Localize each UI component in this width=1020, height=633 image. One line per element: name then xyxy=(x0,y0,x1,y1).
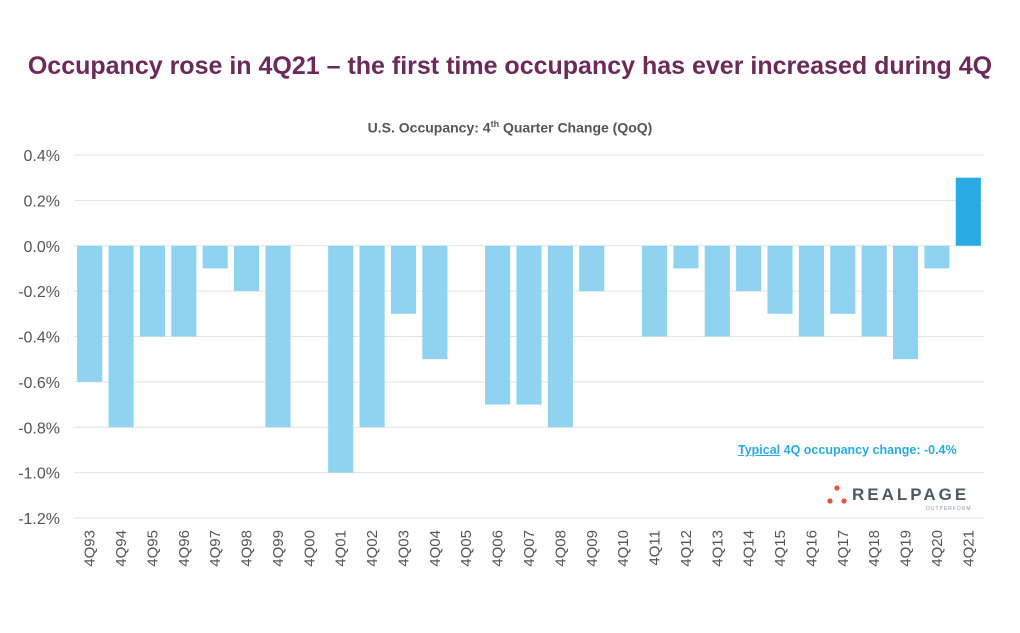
typical-change-text: 4Q occupancy change: -0.4% xyxy=(780,443,957,457)
bar-4q04 xyxy=(422,245,448,360)
x-tick-label: 4Q15 xyxy=(772,530,789,567)
bar-4q94 xyxy=(108,245,134,428)
x-tick-label: 4Q13 xyxy=(709,530,726,567)
realpage-dots-icon xyxy=(827,485,847,504)
x-tick-label: 4Q12 xyxy=(678,530,695,567)
bar-4q97 xyxy=(202,245,228,269)
bar-4q03 xyxy=(390,245,417,314)
x-tick-label: 4Q20 xyxy=(929,530,946,567)
x-tick-label: 4Q14 xyxy=(741,530,758,567)
y-tick-label: -1.0% xyxy=(18,466,60,483)
x-tick-label: 4Q95 xyxy=(144,530,161,567)
y-tick-label: 0.2% xyxy=(24,193,60,210)
bar-4q99 xyxy=(265,245,291,428)
bar-4q12 xyxy=(673,245,699,269)
x-tick-label: 4Q99 xyxy=(270,530,287,567)
x-tick-label: 4Q10 xyxy=(615,530,632,567)
x-tick-label: 4Q04 xyxy=(427,530,444,567)
chart-title-superscript: th xyxy=(490,119,500,129)
headline: Occupancy rose in 4Q21 – the first time … xyxy=(27,52,993,80)
x-tick-label: 4Q93 xyxy=(82,530,99,567)
bar-4q02 xyxy=(359,245,385,428)
x-tick-label: 4Q02 xyxy=(364,530,381,567)
bar-4q96 xyxy=(171,245,197,337)
bar-4q06 xyxy=(485,245,511,405)
logo-wordmark: REALPAGE xyxy=(852,485,970,504)
y-tick-label: -0.8% xyxy=(18,420,60,437)
typical-link[interactable]: Typical xyxy=(738,443,781,457)
bar-4q93 xyxy=(77,245,103,382)
bar-4q01 xyxy=(328,245,354,473)
bar-4q14 xyxy=(736,245,762,292)
realpage-logo: REALPAGE OUTPERFORM xyxy=(826,484,976,514)
x-tick-label: 4Q03 xyxy=(395,530,412,567)
y-tick-label: 0.0% xyxy=(24,239,60,256)
chart-title-rest: Quarter Change (QoQ) xyxy=(499,119,653,136)
x-tick-label: 4Q08 xyxy=(552,530,569,567)
x-tick-label: 4Q21 xyxy=(960,530,977,567)
bar-4q17 xyxy=(830,245,856,314)
logo-tagline: OUTPERFORM xyxy=(926,506,972,512)
y-tick-label: 0.4% xyxy=(24,148,60,165)
x-tick-label: 4Q11 xyxy=(647,530,664,566)
chart-title: U.S. Occupancy: 4th Quarter Change (QoQ) xyxy=(0,119,1020,136)
bar-4q11 xyxy=(641,245,668,337)
chart-title-main: U.S. Occupancy: 4 xyxy=(367,119,491,136)
y-tick-label: -1.2% xyxy=(18,511,60,528)
bar-4q98 xyxy=(234,245,260,292)
y-tick-label: -0.6% xyxy=(18,375,60,392)
bar-4q15 xyxy=(767,245,793,314)
y-tick-label: -0.2% xyxy=(18,284,60,301)
x-tick-label: 4Q06 xyxy=(490,530,507,567)
bar-4q18 xyxy=(861,245,887,337)
typical-change-annotation: Typical 4Q occupancy change: -0.4% xyxy=(738,443,957,457)
bar-4q21 xyxy=(955,177,981,246)
y-tick-label: -0.4% xyxy=(18,330,60,347)
bar-4q16 xyxy=(798,245,824,337)
x-tick-label: 4Q96 xyxy=(176,530,193,567)
x-tick-label: 4Q07 xyxy=(521,530,538,567)
x-tick-label: 4Q19 xyxy=(898,530,915,567)
x-tick-label: 4Q17 xyxy=(835,530,852,567)
bar-4q95 xyxy=(139,245,165,337)
x-tick-label: 4Q01 xyxy=(333,530,350,567)
x-tick-label: 4Q94 xyxy=(113,530,130,567)
x-tick-label: 4Q98 xyxy=(239,530,256,567)
x-tick-label: 4Q05 xyxy=(458,530,475,567)
x-tick-label: 4Q18 xyxy=(866,530,883,567)
bar-4q09 xyxy=(579,245,605,292)
x-tick-label: 4Q97 xyxy=(207,530,224,567)
bar-4q13 xyxy=(704,245,730,337)
x-tick-label: 4Q09 xyxy=(584,530,601,567)
bar-4q07 xyxy=(516,245,542,405)
x-tick-label: 4Q00 xyxy=(301,530,318,567)
bar-4q19 xyxy=(893,245,919,360)
bar-4q20 xyxy=(924,245,950,269)
x-tick-label: 4Q16 xyxy=(803,530,820,567)
bar-4q08 xyxy=(547,245,573,428)
